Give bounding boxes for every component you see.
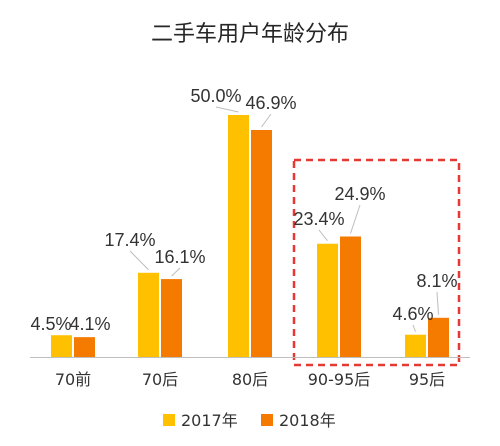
label-leaders bbox=[129, 106, 439, 332]
leader-line bbox=[261, 113, 272, 128]
value-label-2017-2: 50.0% bbox=[190, 86, 241, 106]
highlight-layer bbox=[292, 158, 461, 367]
legend-swatch-1 bbox=[261, 414, 273, 426]
value-label-2018-0: 4.1% bbox=[69, 314, 110, 334]
value-labels: 4.5%4.1% 17.4%16.1% 50.0% 46.9% 23.4% 24.9% 4.… bbox=[30, 86, 457, 334]
value-label-2017-1: 17.4% bbox=[104, 230, 155, 250]
bars bbox=[51, 115, 449, 357]
leader-line bbox=[318, 229, 328, 242]
bar-2017-1 bbox=[138, 272, 159, 357]
leader-line bbox=[436, 291, 439, 315]
bar-2018-1 bbox=[161, 279, 182, 357]
legend-swatch-0 bbox=[163, 414, 175, 426]
leader-line bbox=[171, 267, 181, 277]
chart-title: 二手车用户年龄分布 bbox=[151, 22, 349, 47]
legend-label-1: 2018年 bbox=[279, 411, 336, 430]
highlight-box bbox=[292, 158, 461, 367]
leader-line bbox=[215, 106, 239, 113]
value-label-2018-4: 8.1% bbox=[416, 271, 457, 291]
value-label-2017-4: 4.6% bbox=[392, 304, 433, 324]
bar-2017-3 bbox=[317, 243, 338, 357]
legend: 2017年 2018年 bbox=[163, 411, 336, 430]
value-label-2017-3: 23.4% bbox=[293, 209, 344, 229]
category-label-3: 90-95后 bbox=[308, 370, 371, 389]
value-label-2017-0: 4.5% bbox=[30, 314, 71, 334]
value-label-2018-3: 24.9% bbox=[334, 184, 385, 204]
bar-2017-0 bbox=[51, 335, 72, 357]
bar-2018-0 bbox=[74, 337, 95, 357]
category-label-0: 70前 bbox=[55, 370, 91, 389]
value-label-2018-2: 46.9% bbox=[245, 93, 296, 113]
bar-2018-4 bbox=[428, 317, 449, 357]
leader-line bbox=[350, 204, 361, 234]
category-labels: 70前 70后 80后 90-95后 95后 bbox=[55, 370, 445, 389]
value-label-2018-1: 16.1% bbox=[154, 247, 205, 267]
bar-2017-4 bbox=[405, 334, 426, 357]
leader-line bbox=[412, 324, 416, 332]
bar-2017-2 bbox=[228, 115, 249, 357]
category-label-4: 95后 bbox=[409, 370, 445, 389]
leader-line bbox=[129, 250, 149, 271]
legend-label-0: 2017年 bbox=[181, 411, 238, 430]
bar-2018-2 bbox=[251, 130, 272, 357]
bar-2018-3 bbox=[340, 236, 361, 357]
category-label-2: 80后 bbox=[232, 370, 268, 389]
category-label-1: 70后 bbox=[142, 370, 178, 389]
